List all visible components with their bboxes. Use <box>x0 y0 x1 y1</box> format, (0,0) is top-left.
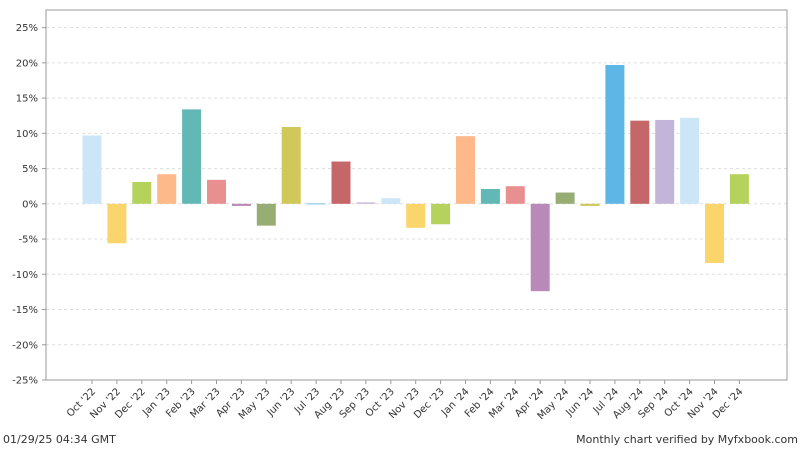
bar <box>680 117 700 204</box>
bar <box>505 186 525 204</box>
timestamp-label: 01/29/25 04:34 GMT <box>3 433 116 446</box>
y-tick-label: -5% <box>19 235 38 246</box>
bar <box>107 203 127 244</box>
y-tick-label: -15% <box>12 305 38 316</box>
y-tick-label: -10% <box>12 270 38 281</box>
bar <box>580 203 600 206</box>
verification-credit: Monthly chart verified by Myfxbook.com <box>576 433 798 446</box>
bar <box>705 203 724 264</box>
bar <box>306 203 326 205</box>
bar <box>256 203 276 226</box>
bar <box>406 203 426 228</box>
bars <box>82 64 749 292</box>
bar <box>630 120 650 204</box>
bar <box>157 174 177 204</box>
bar <box>207 179 226 204</box>
y-tick-label: 15% <box>16 94 38 105</box>
y-axis-tick-labels: -25% -20% -15% -10% -5% 0% 5% 10% 15% 20% 25% <box>12 23 46 387</box>
y-tick-label: -25% <box>12 376 38 387</box>
bar <box>431 203 451 225</box>
monthly-returns-chart: -25% -20% -15% -10% -5% 0% 5% 10% 15% 20% 25% Oct … <box>12 9 788 422</box>
bar <box>82 135 102 204</box>
y-tick-label: 10% <box>16 129 38 140</box>
bar <box>381 198 401 204</box>
bar <box>655 119 675 204</box>
y-tick-label: 20% <box>16 58 38 69</box>
bar <box>729 174 749 204</box>
bar <box>456 136 475 204</box>
y-tick-label: 0% <box>22 199 38 210</box>
bar <box>231 203 251 206</box>
bar <box>281 126 301 204</box>
bar <box>331 161 351 204</box>
bar <box>530 203 550 292</box>
bar <box>480 189 500 204</box>
y-tick-label: 25% <box>16 23 38 34</box>
bar <box>605 64 625 204</box>
bar <box>356 202 376 204</box>
bar <box>555 192 575 204</box>
bar <box>182 109 202 204</box>
y-tick-label: -20% <box>12 340 38 351</box>
y-tick-label: 5% <box>22 164 38 175</box>
plot-frame <box>45 9 788 381</box>
bar <box>132 181 152 204</box>
